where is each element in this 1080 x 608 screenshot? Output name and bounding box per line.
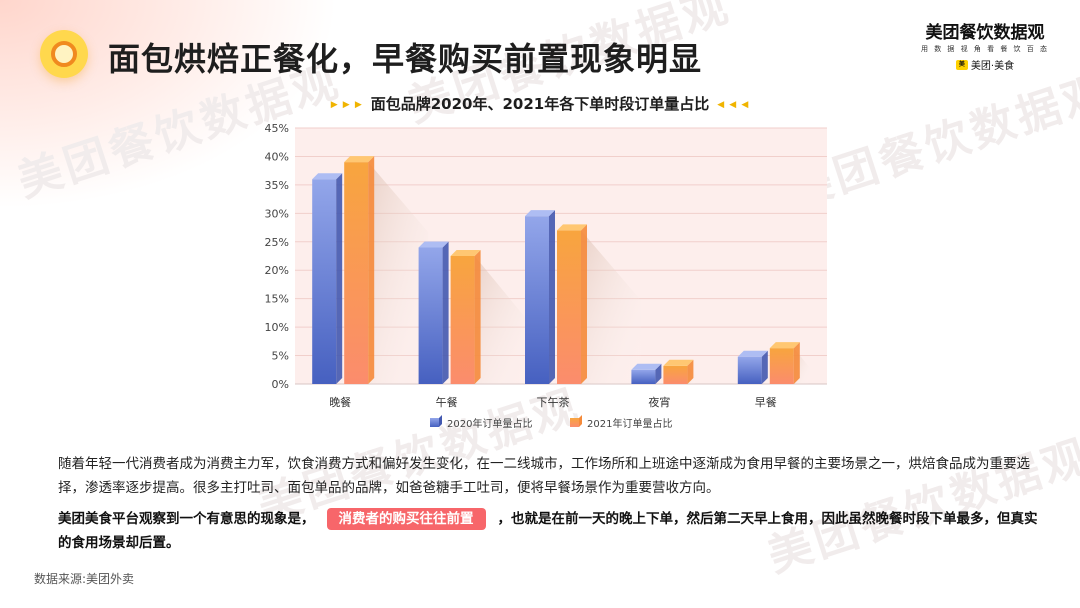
body-paragraph-highlighted: 美团美食平台观察到一个有意思的现象是， 消费者的购买往往前置 ，也就是在前一天的晚上…	[58, 507, 1038, 555]
bar-top	[312, 173, 343, 180]
bar-top	[450, 250, 481, 256]
bar-shadow	[581, 230, 641, 384]
legend-swatch-side	[439, 415, 442, 427]
meituan-badge-icon: 美	[955, 59, 968, 70]
bar-side	[687, 359, 694, 384]
y-tick-label: 40%	[265, 150, 289, 163]
brand-name: 美团餐饮数据观	[925, 23, 1045, 43]
x-tick-label: 午餐	[436, 395, 458, 409]
brand-logo: 美团餐饮数据观 用 数 据 视 角 看 餐 饮 百 态 美美团·美食	[920, 18, 1050, 72]
y-tick-label: 20%	[265, 264, 289, 277]
legend-swatch	[430, 418, 439, 427]
page-title: 面包烘焙正餐化，早餐购买前置现象明显	[108, 40, 703, 78]
paragraph-text-before: 美团美食平台观察到一个有意思的现象是，	[58, 511, 315, 527]
bar-top	[769, 342, 800, 349]
legend-label: 2021年订单量占比	[587, 417, 672, 430]
body-paragraph: 随着年轻一代消费者成为消费主力军，饮食消费方式和偏好发生变化，在一二线城市，工作…	[58, 456, 1030, 496]
legend-swatch-side	[579, 415, 582, 427]
y-tick-label: 10%	[265, 321, 289, 334]
chart-title: ▶ ▶ ▶ 面包品牌2020年、2021年各下单时段订单量占比 ◀ ◀ ◀	[0, 93, 1080, 114]
bar-top	[344, 156, 375, 163]
x-tick-label: 下午茶	[537, 396, 570, 409]
bar-2021	[769, 348, 794, 384]
bar-2020	[418, 247, 443, 384]
bar-side	[336, 173, 343, 384]
brand-slogan: 用 数 据 视 角 看 餐 饮 百 态	[920, 45, 1050, 53]
bar-top	[663, 359, 694, 366]
bar-2021	[344, 162, 369, 384]
y-tick-label: 30%	[265, 207, 289, 220]
bar-shadow	[368, 162, 429, 384]
arrow-right-icon: ▶ ▶ ▶	[330, 99, 363, 110]
y-tick-label: 5%	[272, 350, 289, 363]
bar-side	[761, 350, 768, 384]
bar-side	[368, 156, 375, 384]
bar-chart: 0% 5% 10% 15% 20% 25% 30% 35% 40% 45% 晚餐 午餐 下午茶 夜宵 早餐…	[265, 122, 827, 430]
bar-shadow	[474, 256, 533, 384]
brand-sub-label: 美团·美食	[970, 61, 1015, 72]
brand-sub: 美美团·美食	[920, 57, 1050, 72]
bar-2021	[557, 230, 581, 384]
bar-top	[737, 350, 768, 357]
bar-2021	[663, 365, 688, 384]
bar-top	[631, 363, 662, 370]
x-tick-label: 夜宵	[648, 395, 670, 409]
arrow-left-icon: ◀ ◀ ◀	[717, 99, 750, 110]
legend-label: 2020年订单量占比	[447, 417, 532, 430]
highlight-badge: 消费者的购买往往前置	[326, 508, 486, 530]
bar-2020	[525, 216, 549, 384]
bar-top	[418, 241, 449, 248]
x-tick-label: 晚餐	[329, 395, 351, 409]
data-source: 数据来源:美团外卖	[34, 572, 135, 586]
bar-top	[525, 210, 555, 217]
y-tick-label: 0%	[272, 378, 289, 391]
bar-side	[549, 210, 555, 384]
bar-2021	[450, 256, 475, 384]
chart-title-text: 面包品牌2020年、2021年各下单时段订单量占比	[370, 95, 710, 113]
bar-side	[442, 241, 449, 384]
legend-swatch	[570, 418, 579, 427]
bar-2020	[737, 356, 762, 384]
bar-top	[557, 224, 587, 231]
bar-side	[581, 224, 587, 384]
y-tick-label: 35%	[265, 179, 289, 192]
y-tick-label: 15%	[265, 293, 289, 306]
bar-2020	[631, 369, 656, 384]
y-tick-label: 25%	[265, 236, 289, 249]
bar-side	[474, 250, 481, 384]
x-tick-label: 早餐	[755, 395, 777, 409]
bar-side	[655, 363, 662, 384]
bar-side	[793, 342, 800, 384]
paragraph-text-after: ，也就是在前一天的晚上下单，然后第二天早上食用，因此虽然晚餐时段下单最多，但真实…	[58, 511, 1038, 551]
y-tick-label: 45%	[265, 122, 289, 135]
bar-2020	[312, 179, 337, 384]
target-pin-icon	[40, 30, 88, 78]
